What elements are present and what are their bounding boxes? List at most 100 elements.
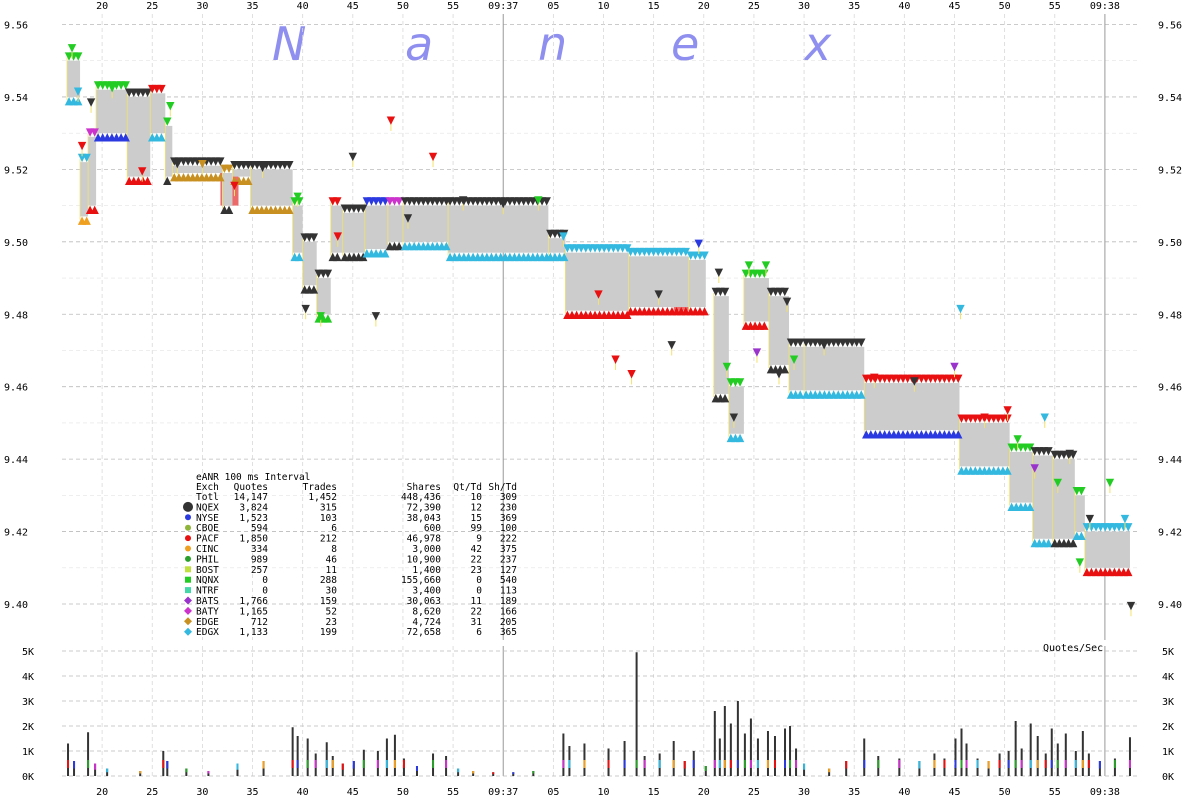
- legend-header: Exch: [196, 482, 219, 493]
- quote-rate-bar-segment: [67, 760, 70, 768]
- legend-cell: 103: [320, 513, 337, 524]
- trade-marker: [77, 141, 87, 151]
- legend-cell: 166: [500, 606, 517, 617]
- time-tick-label-top: 15: [648, 1, 660, 12]
- time-tick-label-top: 35: [848, 1, 860, 12]
- quote-rate-bar-segment: [1056, 760, 1059, 768]
- legend-cell: BOST: [196, 565, 219, 576]
- nbbo-band: [789, 346, 805, 391]
- quote-rate-bar-segment: [185, 768, 188, 773]
- nbbo-band: [250, 169, 293, 206]
- bid-marker: [1003, 466, 1012, 475]
- watermark-letter: N: [272, 17, 306, 71]
- time-tick-label-bottom: 45: [347, 787, 359, 798]
- bid-marker: [760, 321, 769, 330]
- legend-cell: 3,000: [412, 544, 441, 555]
- legend-cell: 375: [500, 544, 517, 555]
- ask-marker: [1025, 443, 1035, 452]
- legend-cell: 100: [500, 523, 517, 534]
- legend-cell: 0: [476, 575, 482, 586]
- legend-header: Trades: [303, 482, 337, 493]
- price-axis: 9.56 9.56 9.54 9.54 9.52 9.52 9.50 9.50 9.48 9.48…: [4, 21, 1182, 612]
- legend-cell: 0: [476, 586, 482, 597]
- legend-swatch: [185, 535, 191, 542]
- legend-cell: 212: [320, 534, 337, 545]
- trade-marker: [534, 196, 543, 205]
- nbbo-band: [565, 252, 629, 311]
- legend-cell: 23: [326, 617, 337, 628]
- nbbo-band: [1009, 451, 1033, 503]
- time-tick-label-bottom: 09:37: [488, 787, 518, 798]
- nbbo-band: [548, 238, 566, 253]
- quote-rate-bar-segment: [139, 771, 142, 774]
- quote-rate-bar: [672, 741, 675, 776]
- volume-tick-label-right: 2K: [1162, 722, 1174, 733]
- quote-rate-bar-segment: [1036, 760, 1039, 768]
- quote-rate-bar-segment: [331, 760, 334, 768]
- trade-marker: [293, 192, 302, 201]
- bid-marker: [559, 252, 569, 262]
- legend-swatch: [185, 514, 191, 521]
- volume-tick-label-right: 5K: [1162, 647, 1174, 658]
- watermark-letter: n: [538, 17, 567, 71]
- quote-rate-bar: [749, 718, 752, 776]
- price-tick-label-right: 9.42: [1158, 528, 1182, 539]
- trade-marker: [980, 413, 989, 422]
- quote-rate-bar-segment: [296, 760, 299, 768]
- legend-cell: PACF: [196, 534, 219, 545]
- quote-rate-bar-segment: [795, 760, 798, 768]
- trade-marker: [371, 312, 381, 321]
- legend-cell: 369: [500, 513, 517, 524]
- legend-cell: NQEX: [196, 502, 219, 513]
- trade-marker: [722, 362, 732, 372]
- legend-header: Quotes: [234, 482, 268, 493]
- legend-cell: 15: [471, 513, 482, 524]
- legend-cell: 288: [320, 575, 337, 586]
- trade-marker: [752, 348, 762, 357]
- time-tick-label-bottom: 15: [648, 787, 660, 798]
- nbbo-band: [80, 162, 89, 217]
- quote-rate-bar: [296, 736, 299, 776]
- ask-marker: [333, 197, 342, 206]
- quote-rate-bar-segment: [789, 760, 792, 768]
- quote-rate-bar-segment: [803, 763, 806, 770]
- time-tick-label-top: 20: [698, 1, 710, 12]
- nbbo-band: [743, 278, 769, 322]
- legend-cell: 3,400: [412, 586, 441, 597]
- price-tick-label-right: 9.48: [1158, 310, 1182, 321]
- volume-tick-label-left: 4K: [22, 672, 34, 683]
- legend-swatch: [184, 617, 192, 626]
- bid-marker: [394, 241, 404, 251]
- quote-rate-bar-segment: [472, 771, 475, 774]
- price-tick-label-right: 9.54: [1158, 93, 1182, 104]
- nbbo-band: [165, 125, 173, 177]
- quote-rate-bar-segment: [291, 760, 294, 768]
- time-tick-label-bottom: 45: [948, 787, 960, 798]
- legend-cell: BATY: [196, 606, 219, 617]
- quote-rate-bar: [863, 738, 866, 776]
- trade-marker: [198, 159, 207, 169]
- ask-marker: [394, 197, 404, 206]
- ask-marker: [720, 287, 730, 297]
- quote-rate-bar: [954, 738, 957, 776]
- quote-rate-bar-segment: [562, 760, 565, 768]
- price-tick-label-right: 9.44: [1158, 455, 1182, 466]
- nbbo-band: [1084, 531, 1130, 568]
- legend-cell: 113: [500, 586, 517, 597]
- legend-cell: 222: [500, 534, 517, 545]
- quote-rate-bar-segment: [532, 771, 535, 774]
- quote-rate-bar-segment: [306, 760, 309, 768]
- bid-marker: [244, 176, 253, 186]
- legend-swatch: [183, 501, 193, 512]
- watermark-letter: a: [405, 17, 433, 71]
- nbbo-band: [768, 296, 790, 365]
- trade-marker: [1105, 478, 1115, 488]
- legend-swatch: [185, 566, 191, 573]
- legend-cell: 1,523: [239, 513, 268, 524]
- legend-cell: 1,766: [239, 596, 268, 607]
- trade-marker: [1030, 464, 1039, 473]
- ask-marker: [1077, 486, 1086, 496]
- trade-marker: [166, 102, 175, 111]
- legend-cell: 594: [251, 523, 268, 534]
- ask-marker: [796, 338, 805, 347]
